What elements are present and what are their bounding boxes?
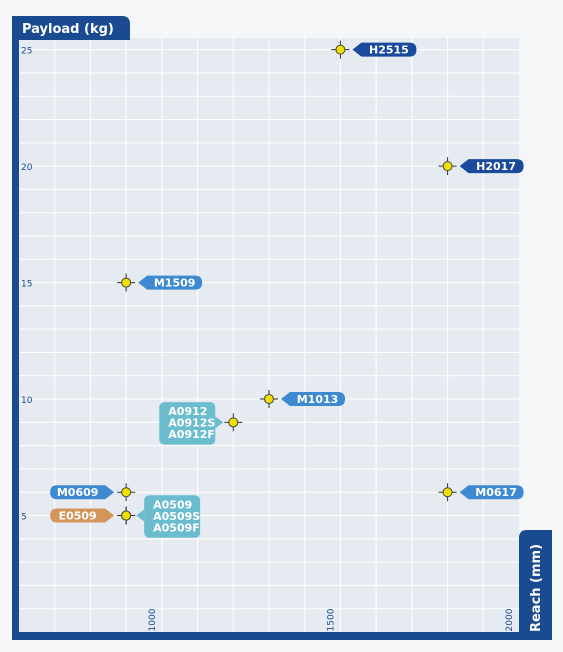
point-label-badge	[144, 495, 201, 538]
x-tick-label: 1000	[148, 608, 158, 631]
data-point-h2515: H2515	[331, 40, 417, 59]
point-label-badge	[281, 392, 345, 407]
y-tick-label: 25	[21, 47, 32, 57]
marker-dot	[228, 417, 239, 428]
marker-dot	[442, 487, 453, 498]
marker-dot	[121, 510, 132, 521]
data-point-m1509: M1509	[117, 273, 203, 292]
point-label-badge	[138, 275, 203, 290]
point-label-badge	[352, 42, 417, 57]
point-label-pointer	[215, 416, 224, 429]
point-label-badge	[159, 402, 216, 445]
tick-labels: 5 10 15 20 25 1000 1500 2000	[21, 47, 515, 632]
y-tick-label: 10	[21, 396, 33, 406]
point-label-badge	[459, 485, 524, 500]
marker-dot	[121, 277, 132, 288]
data-point-m0617: M0617	[438, 483, 524, 502]
point-label-pointer	[136, 509, 145, 522]
marker-dot	[264, 394, 274, 405]
point-label-text: A0912S	[168, 417, 215, 430]
marker-dot	[442, 161, 453, 172]
marker-dot	[335, 44, 346, 55]
point-label-text: A0912F	[168, 428, 215, 441]
grid-lines	[19, 38, 519, 632]
point-label-badge	[459, 159, 524, 174]
point-label-text: M1013	[297, 393, 339, 406]
y-tick-label: 5	[21, 513, 27, 523]
point-label-text: A0509	[153, 498, 192, 511]
point-label-text: M0617	[475, 486, 517, 499]
x-axis-title-tab	[519, 530, 552, 640]
marker-dot	[121, 487, 132, 498]
point-label-text: M0609	[57, 486, 99, 499]
data-point-h2017: H2017	[438, 157, 524, 176]
data-point-m1013: M1013	[260, 390, 345, 409]
x-tick-label: 1500	[326, 608, 336, 631]
point-label-text: H2017	[476, 160, 516, 173]
y-tick-label: 20	[21, 163, 33, 173]
x-tick-label: 2000	[505, 608, 515, 631]
point-label-text: M1509	[154, 277, 196, 290]
y-tick-label: 15	[21, 280, 32, 290]
point-label-text: H2515	[369, 44, 409, 57]
point-label-text: A0912	[168, 405, 207, 418]
axis-titles: Payload (kg) Reach (mm)	[12, 16, 552, 640]
chart-frame	[12, 36, 552, 640]
point-label-badge	[50, 485, 115, 500]
point-label-text: A0509F	[153, 521, 200, 534]
point-label-badge	[50, 508, 115, 523]
x-axis-title: Reach (mm)	[529, 544, 544, 632]
data-point-m0609: M0609	[50, 483, 136, 502]
point-label-text: A0509S	[153, 510, 200, 523]
bottom-frame-bar	[12, 632, 552, 640]
y-axis-title: Payload (kg)	[22, 22, 114, 37]
y-axis-title-tab	[12, 16, 130, 40]
point-label-text: E0509	[59, 510, 97, 523]
left-frame-bar	[12, 36, 19, 640]
